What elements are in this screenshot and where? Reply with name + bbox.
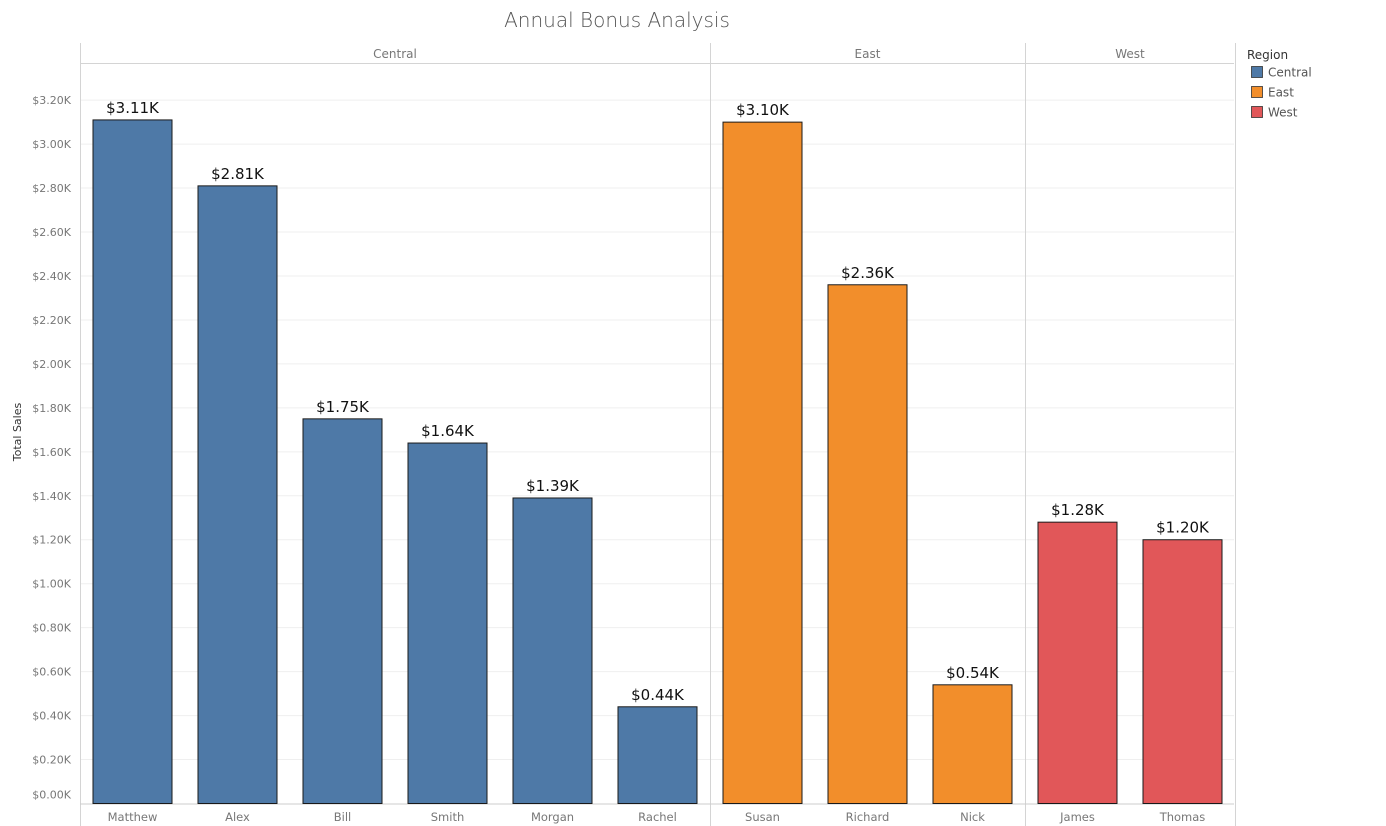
legend-label-west: West — [1268, 106, 1298, 120]
bar-matthew[interactable] — [92, 119, 173, 804]
y-tick-label: $2.40K — [32, 270, 71, 283]
x-tick-label-alex: Alex — [225, 810, 250, 824]
x-tick-label-morgan: Morgan — [531, 810, 574, 824]
legend-title: Region — [1247, 48, 1288, 62]
y-tick-label: $3.20K — [32, 94, 71, 107]
bar-richard[interactable] — [827, 284, 908, 805]
chart-title: Annual Bonus Analysis — [504, 8, 730, 32]
x-tick-label-bill: Bill — [334, 810, 351, 824]
y-tick-label: $1.60K — [32, 446, 71, 459]
y-tick-label: $2.00K — [32, 358, 71, 371]
x-tick-label-susan: Susan — [745, 810, 780, 824]
bar-smith[interactable] — [407, 442, 488, 804]
data-label-susan: $3.10K — [736, 101, 790, 119]
data-label-james: $1.28K — [1051, 501, 1105, 519]
y-tick-label: $2.20K — [32, 314, 71, 327]
bar-thomas[interactable] — [1142, 539, 1223, 804]
y-tick-label: $3.00K — [32, 138, 71, 151]
pane-header-central: Central — [373, 47, 417, 61]
data-label-morgan: $1.39K — [526, 477, 580, 495]
legend-label-central: Central — [1268, 66, 1312, 80]
data-label-alex: $2.81K — [211, 165, 265, 183]
bar-alex[interactable] — [197, 185, 278, 804]
y-tick-label: $2.60K — [32, 226, 71, 239]
bar-james[interactable] — [1037, 521, 1118, 804]
x-tick-label-richard: Richard — [846, 810, 890, 824]
bar-rachel[interactable] — [617, 706, 698, 805]
data-label-smith: $1.64K — [421, 422, 475, 440]
y-tick-label: $2.80K — [32, 182, 71, 195]
bar-nick[interactable] — [932, 684, 1013, 804]
pane-header-east: East — [855, 47, 881, 61]
data-label-matthew: $3.11K — [106, 99, 160, 117]
y-tick-label: $1.80K — [32, 402, 71, 415]
legend-label-east: East — [1268, 86, 1294, 100]
x-tick-label-rachel: Rachel — [638, 810, 677, 824]
data-label-richard: $2.36K — [841, 264, 895, 282]
y-tick-label: $1.40K — [32, 490, 71, 503]
bar-susan[interactable] — [722, 121, 803, 805]
data-label-rachel: $0.44K — [631, 686, 685, 704]
bar-bill[interactable] — [302, 418, 383, 804]
y-tick-label: $0.20K — [32, 754, 71, 767]
data-label-thomas: $1.20K — [1156, 519, 1210, 537]
pane-header-west: West — [1115, 47, 1145, 61]
legend: Region Central East West — [1247, 48, 1312, 120]
y-axis-label: Total Sales — [11, 403, 24, 463]
data-label-nick: $0.54K — [946, 664, 1000, 682]
y-tick-label: $0.80K — [32, 622, 71, 635]
y-tick-label: $0.60K — [32, 666, 71, 679]
x-tick-label-smith: Smith — [431, 810, 465, 824]
y-tick-label: $1.00K — [32, 578, 71, 591]
x-tick-label-james: James — [1059, 810, 1095, 824]
y-tick-label: $0.40K — [32, 710, 71, 723]
x-tick-label-matthew: Matthew — [108, 810, 158, 824]
bars: $3.11K Matthew $2.81K Alex $1.75K Bill $1.64K S… — [92, 99, 1223, 824]
x-tick-label-thomas: Thomas — [1159, 810, 1206, 824]
y-tick-label: $1.20K — [32, 534, 71, 547]
legend-swatch-west — [1251, 106, 1263, 118]
x-tick-label-nick: Nick — [960, 810, 985, 824]
data-label-bill: $1.75K — [316, 398, 370, 416]
legend-swatch-central — [1251, 66, 1263, 78]
y-axis: $0.00K $0.20K $0.40K $0.60K $0.80K $1.00K $1.2… — [32, 94, 71, 801]
bar-morgan[interactable] — [512, 497, 593, 804]
legend-swatch-east — [1251, 86, 1263, 98]
y-tick-label: $0.00K — [32, 789, 71, 802]
